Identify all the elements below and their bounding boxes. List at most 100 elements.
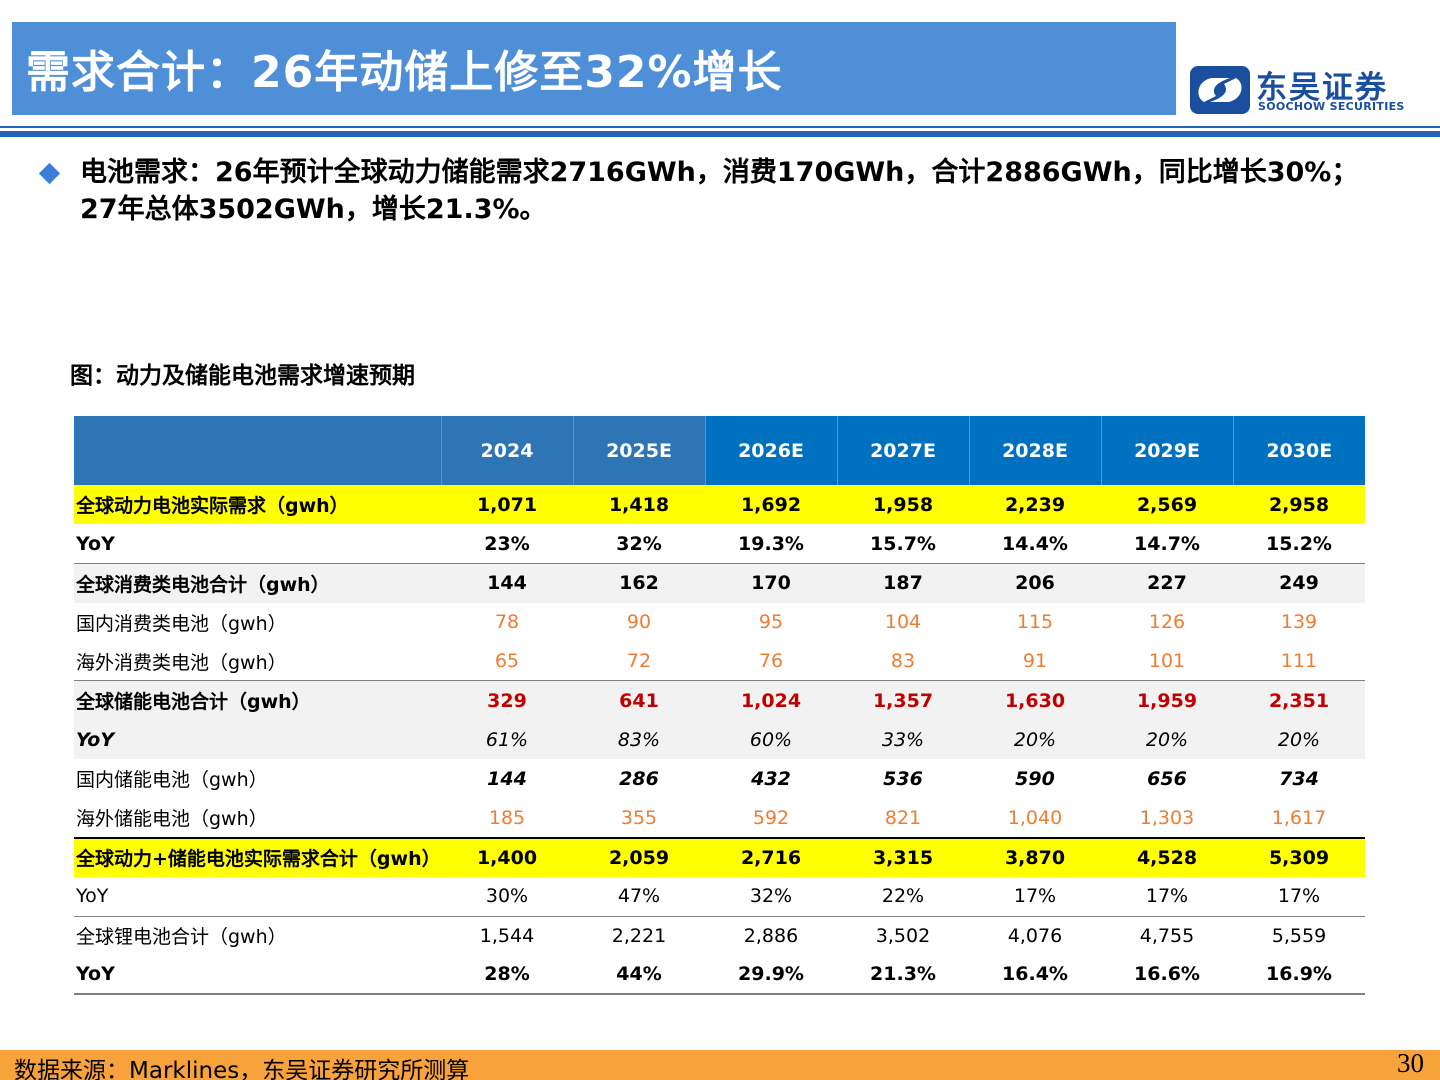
table-cell: 32% (749, 885, 793, 908)
header-cell: 2028E (968, 416, 1101, 485)
table-cell: 2,569 (1101, 485, 1233, 525)
table-cell: 104 (884, 611, 922, 634)
table-cell: 60% (705, 720, 837, 760)
table-cell: 65 (494, 650, 520, 673)
table-cell: 115 (1016, 611, 1054, 634)
table-cell: 83 (890, 650, 916, 673)
table-cell: 111 (1280, 650, 1318, 673)
row-label: YoY (76, 885, 109, 908)
table-cell: 21.3% (837, 955, 969, 996)
table-row: YoY 23% 32% 19.3% 15.7% 14.4% 14.7% 15.2… (74, 524, 1365, 563)
table-cell: 227 (1101, 562, 1233, 603)
table-cell: 1,400 (441, 836, 573, 877)
table-cell: 3,870 (969, 836, 1101, 877)
table-cell: 15.2% (1266, 532, 1332, 555)
table-cell: 17% (1013, 885, 1057, 908)
table-cell: 29.9% (705, 955, 837, 996)
data-source-note: 数据来源：Marklines，东吴证券研究所测算 (14, 1058, 470, 1080)
table-row: 国内消费类电池（gwh） 78 90 95 104 115 126 139 (74, 603, 1365, 642)
table-cell: 1,418 (573, 485, 705, 525)
soochow-logo-icon (1190, 66, 1250, 114)
table-cell: 821 (884, 806, 922, 829)
row-label: 国内消费类电池（gwh） (76, 612, 287, 635)
table-cell: 90 (626, 611, 652, 634)
table-cell: 4,755 (1101, 915, 1233, 956)
table-cell: 1,040 (1007, 806, 1063, 829)
table-cell: 83% (573, 720, 705, 760)
table-row: 全球动力电池实际需求（gwh） 1,071 1,418 1,692 1,958 … (74, 485, 1365, 525)
table-cell: 206 (969, 562, 1101, 603)
table-row: YoY 28% 44% 29.9% 21.3% 16.4% 16.6% 16.9… (74, 955, 1365, 996)
table-cell: 5,559 (1233, 915, 1365, 956)
table-cell: 734 (1279, 767, 1319, 790)
bullet-paragraph: 电池需求：26年预计全球动力储能需求2716GWh，消费170GWh，合计288… (80, 154, 1400, 228)
diamond-bullet-icon (38, 162, 61, 185)
table-cell: 23% (484, 532, 530, 555)
table-row: 国内储能电池（gwh） 144 286 432 536 590 656 734 (74, 759, 1365, 798)
row-label: 海外消费类电池（gwh） (76, 651, 287, 674)
table-cell: 91 (1022, 650, 1048, 673)
table-cell: 16.9% (1233, 955, 1365, 996)
page-title: 需求合计：26年动储上修至32%增长 (26, 47, 783, 98)
table-cell: 33% (837, 720, 969, 760)
row-label: 全球消费类电池合计（gwh） (74, 562, 441, 603)
table-cell: 47% (617, 885, 661, 908)
table-row: 海外储能电池（gwh） 185 355 592 821 1,040 1,303 … (74, 799, 1365, 838)
table-cell: 14.4% (1002, 532, 1068, 555)
table-cell: 286 (619, 767, 659, 790)
table-row: 全球动力+储能电池实际需求合计（gwh） 1,400 2,059 2,716 3… (74, 836, 1365, 877)
table-cell: 17% (1277, 885, 1321, 908)
table-cell: 3,502 (837, 915, 969, 956)
page-number: 30 (1397, 1048, 1424, 1078)
table-cell: 3,315 (837, 836, 969, 877)
table-row: 海外消费类电池（gwh） 65 72 76 83 91 101 111 (74, 642, 1365, 681)
table-cell: 2,351 (1233, 680, 1365, 721)
header-divider-thick (0, 131, 1440, 137)
table-cell: 14.7% (1134, 532, 1200, 555)
footer-bar (0, 1050, 1440, 1080)
table-cell: 1,357 (837, 680, 969, 721)
logo-text-en: SOOCHOW SECURITIES (1258, 100, 1405, 113)
table-cell: 536 (883, 767, 923, 790)
table-cell: 1,544 (441, 915, 573, 956)
table-cell: 126 (1148, 611, 1186, 634)
figure-caption: 图：动力及储能电池需求增速预期 (70, 363, 415, 389)
table-cell: 16.4% (969, 955, 1101, 996)
table-cell: 1,303 (1139, 806, 1195, 829)
table-cell: 15.7% (870, 532, 936, 555)
row-label: 全球动力电池实际需求（gwh） (74, 485, 441, 525)
table-cell: 1,630 (969, 680, 1101, 721)
bullet-line-1: 电池需求：26年预计全球动力储能需求2716GWh，消费170GWh，合计288… (80, 157, 1359, 188)
table-cell: 32% (616, 532, 662, 555)
table-cell: 28% (441, 955, 573, 996)
table-header-row: 2024 2025E 2026E 2027E 2028E 2029E 2030E (74, 416, 1365, 485)
table-cell: 1,617 (1271, 806, 1327, 829)
table-cell: 185 (488, 806, 526, 829)
table-cell: 355 (620, 806, 658, 829)
table-cell: 20% (969, 720, 1101, 760)
table-cell: 1,692 (705, 485, 837, 525)
header-cell: 2025E (572, 416, 705, 485)
table-cell: 144 (441, 562, 573, 603)
row-label: YoY (76, 532, 115, 555)
table-cell: 2,239 (969, 485, 1101, 525)
header-divider-thin (0, 126, 1440, 128)
table-cell: 5,309 (1233, 836, 1365, 877)
table-cell: 16.6% (1101, 955, 1233, 996)
header-cell (74, 416, 441, 485)
table-cell: 1,958 (837, 485, 969, 525)
brand-logo: 东吴证券 SOOCHOW SECURITIES (1190, 62, 1405, 116)
table-cell: 1,024 (705, 680, 837, 721)
header-cell: 2024 (440, 416, 573, 485)
table-cell: 20% (1101, 720, 1233, 760)
header-cell: 2029E (1100, 416, 1233, 485)
table-cell: 2,221 (573, 915, 705, 956)
table-cell: 19.3% (738, 532, 804, 555)
row-label: YoY (74, 720, 441, 760)
table-cell: 656 (1147, 767, 1187, 790)
row-label: 国内储能电池（gwh） (76, 769, 268, 792)
table-cell: 329 (441, 680, 573, 721)
table-cell: 139 (1280, 611, 1318, 634)
table-cell: 17% (1145, 885, 1189, 908)
table-cell: 2,958 (1233, 485, 1365, 525)
